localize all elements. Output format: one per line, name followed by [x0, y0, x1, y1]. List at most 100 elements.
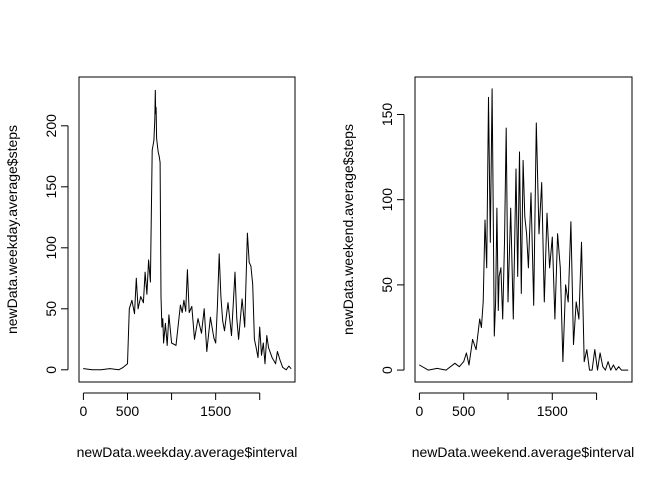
weekday-data-point: [183, 299, 185, 301]
weekend-data-point: [510, 207, 512, 209]
weekend-data-point: [497, 310, 499, 311]
weekend-data-point: [605, 369, 606, 371]
weekend-data-point: [565, 284, 566, 286]
weekday-data-point: [231, 335, 232, 336]
weekday-data-point: [128, 308, 130, 310]
weekday-data-point: [217, 306, 218, 307]
weekday-data-point: [279, 359, 281, 361]
weekday-data-point: [203, 308, 205, 310]
weekday-data-point: [165, 323, 166, 324]
weekday-data-point: [288, 365, 290, 367]
weekend-data-point: [627, 369, 629, 371]
weekday-data-point: [159, 162, 161, 163]
weekday-data-point: [282, 367, 284, 368]
weekend-data-point: [427, 369, 429, 371]
weekday-data-point: [220, 296, 222, 297]
weekend-data-point: [481, 327, 482, 328]
weekend-data-point: [466, 352, 467, 354]
weekday-data-point: [210, 316, 211, 318]
weekend-data-point: [488, 97, 489, 98]
weekend-data-point: [486, 267, 488, 269]
weekend-data-point: [559, 267, 561, 269]
weekend-data-point: [597, 369, 598, 371]
weekday-data-point: [250, 265, 252, 267]
weekend-plot-frame: [414, 76, 633, 383]
weekend-data-point: [479, 318, 481, 320]
weekend-steps-line: [419, 88, 628, 371]
weekend-data-point: [586, 349, 588, 350]
weekday-data-point: [157, 152, 159, 154]
weekend-data-point: [613, 364, 614, 366]
weekend-x-tick-label: 1500: [537, 403, 568, 419]
weekend-data-point: [562, 361, 564, 362]
weekend-panel: 0 500 1500 0 50 100 150 newData.weekend.avera…: [340, 76, 634, 460]
weekday-data-point: [163, 342, 165, 344]
weekend-data-point: [621, 369, 622, 371]
weekday-data-point: [215, 342, 217, 344]
weekday-data-point: [254, 338, 255, 340]
weekend-data-point: [567, 301, 569, 303]
weekend-data-point: [589, 369, 590, 371]
weekday-data-point: [213, 337, 215, 339]
weekend-data-point: [557, 233, 558, 235]
weekday-data-point: [154, 119, 156, 121]
weekday-data-point: [131, 299, 133, 301]
weekend-data-point: [496, 207, 498, 209]
weekday-data-point: [275, 363, 276, 365]
weekday-data-point: [222, 320, 224, 322]
weekend-data-point: [493, 335, 495, 337]
weekend-data-point: [549, 267, 550, 269]
weekend-data-point: [512, 318, 514, 320]
weekend-data-point: [530, 192, 532, 194]
weekend-data-point: [599, 352, 601, 354]
weekday-data-point: [244, 326, 246, 328]
weekday-data-point: [166, 345, 168, 346]
weekend-data-point: [500, 267, 502, 269]
weekday-data-point: [238, 338, 240, 340]
weekend-data-point: [436, 368, 438, 369]
weekday-data-point: [175, 345, 177, 346]
weekend-data-point: [546, 212, 548, 214]
weekend-data-point: [610, 369, 612, 371]
weekend-data-point: [419, 364, 420, 366]
weekday-data-point: [168, 314, 170, 316]
weekend-data-point: [602, 366, 604, 368]
weekday-data-point: [252, 284, 254, 285]
weekend-data-point: [489, 241, 491, 243]
weekend-data-point: [538, 233, 540, 235]
weekend-data-point: [583, 361, 585, 362]
weekend-y-tick-label: 100: [379, 188, 395, 212]
weekend-data-point: [625, 369, 627, 371]
weekend-data-point: [498, 276, 500, 277]
weekend-data-point: [520, 293, 522, 294]
weekend-data-point: [570, 221, 572, 223]
weekend-data-point: [507, 301, 509, 303]
weekday-data-point: [194, 338, 195, 340]
weekday-data-point: [150, 281, 151, 283]
weekday-data-point: [155, 107, 157, 108]
weekend-y-tick-label: 150: [379, 103, 395, 127]
weekday-data-point: [261, 354, 262, 356]
weekday-data-point: [134, 313, 135, 315]
weekday-steps-line: [83, 89, 292, 371]
weekday-data-point: [100, 369, 102, 371]
weekend-data-point: [581, 241, 582, 243]
weekday-data-point: [137, 308, 139, 310]
weekday-x-axis-label: newData.weekday.average$interval: [77, 444, 298, 460]
weekday-data-point: [160, 296, 162, 297]
weekday-data-point: [180, 304, 181, 306]
weekday-data-point: [144, 271, 146, 273]
weekday-data-point: [247, 232, 248, 234]
weekday-y-tick-label: 150: [43, 175, 59, 199]
weekend-y-tick-label: 0: [379, 366, 395, 374]
weekend-data-point: [533, 304, 535, 306]
weekend-data-point: [573, 344, 574, 345]
weekday-data-point: [224, 330, 225, 332]
weekday-panel: 0 500 1500 0 50 100 150 200 newData.weekday.av…: [4, 76, 298, 460]
weekday-x-tick-label: 500: [116, 403, 140, 419]
weekend-data-point: [484, 219, 486, 221]
weekend-data-point: [492, 173, 494, 175]
weekday-data-point: [83, 368, 84, 369]
weekday-x-tick-label: 1500: [200, 403, 231, 419]
weekend-data-point: [519, 151, 520, 153]
